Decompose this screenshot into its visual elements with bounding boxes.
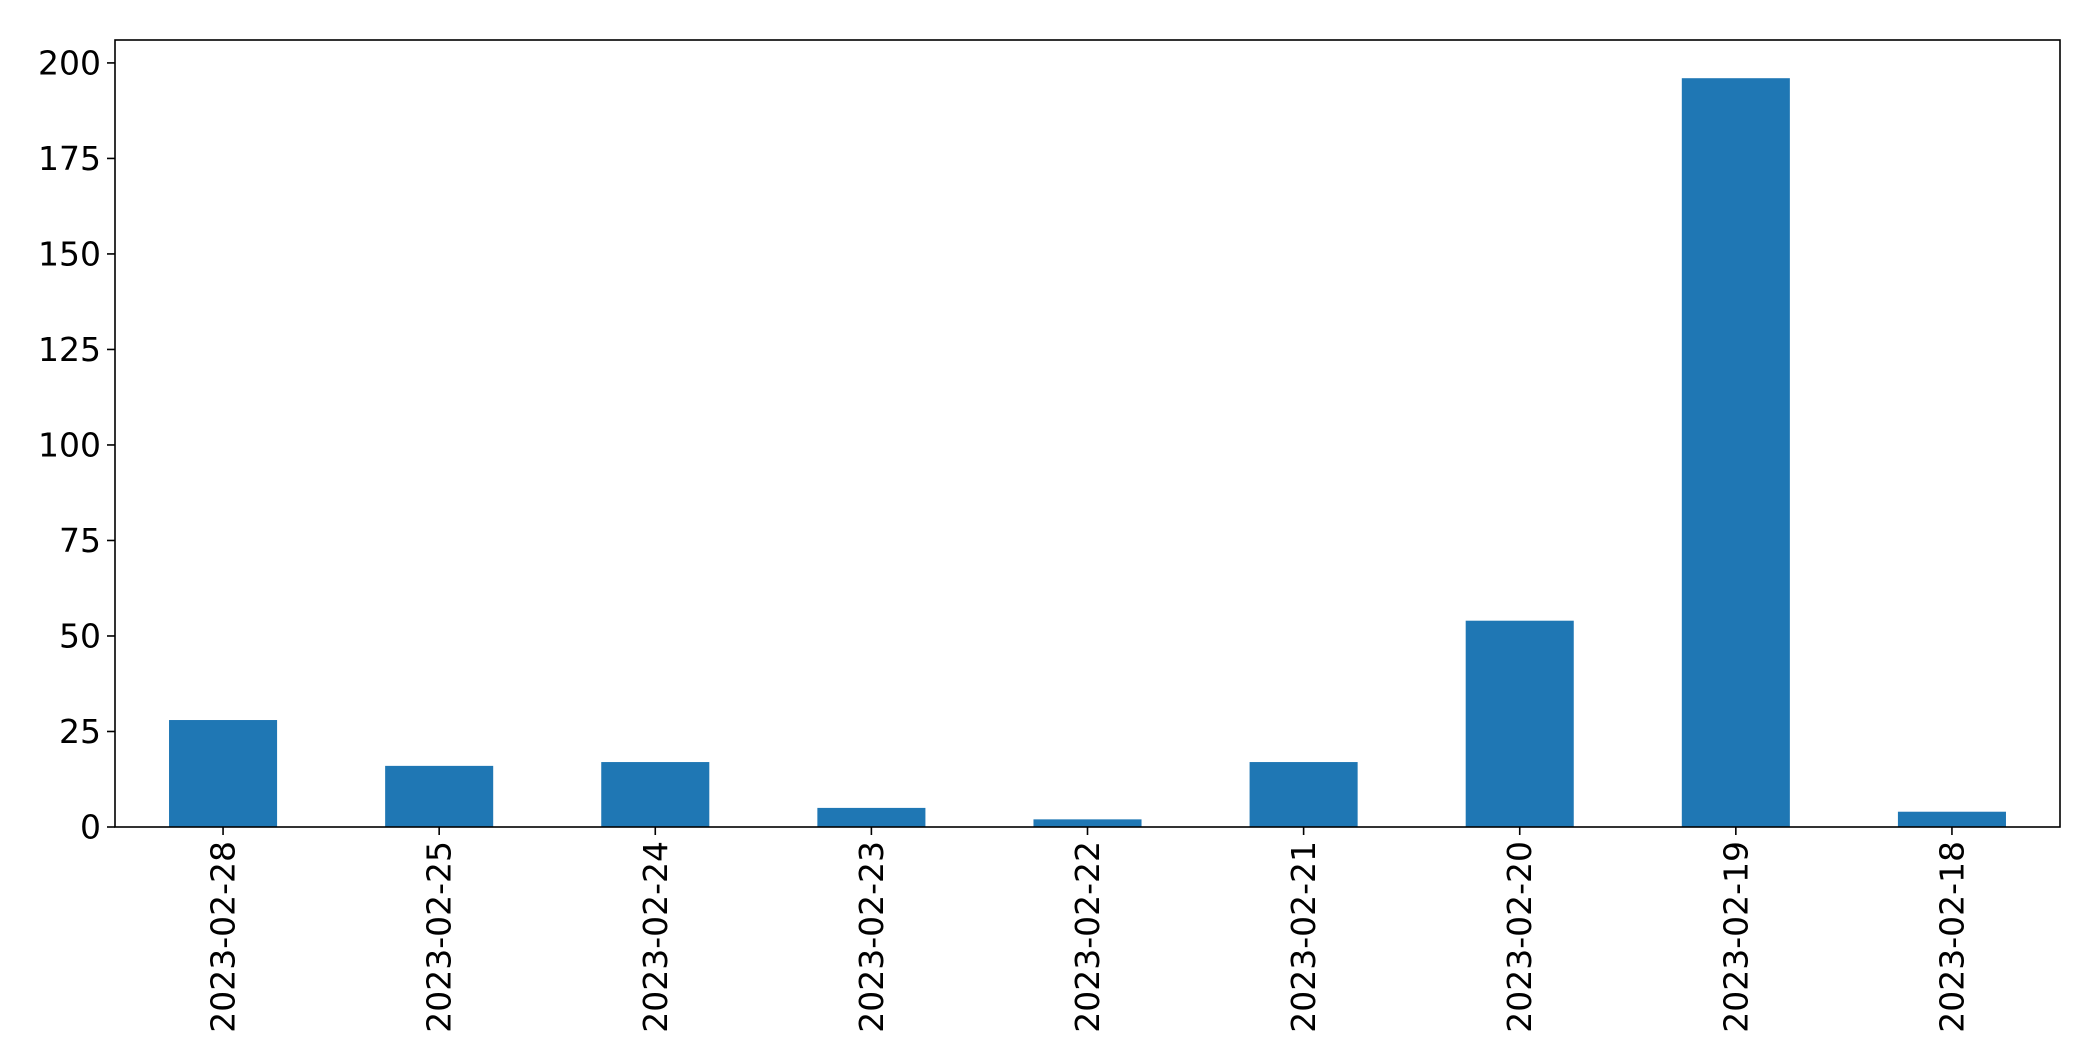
x-tick-label: 2023-02-21 <box>1284 841 1323 1033</box>
bar-2023-02-23 <box>817 807 926 827</box>
y-tick-label: 200 <box>38 43 101 82</box>
x-tick-label: 2023-02-20 <box>1500 841 1539 1033</box>
x-tick-label: 2023-02-18 <box>1932 841 1971 1033</box>
y-tick-label: 150 <box>38 234 101 273</box>
y-tick-label: 0 <box>80 808 101 847</box>
x-tick-label: 2023-02-28 <box>204 841 243 1033</box>
x-tick-label: 2023-02-24 <box>636 841 675 1033</box>
bar-2023-02-21 <box>1249 762 1358 827</box>
x-tick-label: 2023-02-22 <box>1068 841 1107 1033</box>
x-axis: 2023-02-28 2023-02-25 2023-02-24 2023-02-23… <box>204 827 1971 1033</box>
y-axis: 0 25 50 75 100 125 150 175 200 <box>38 43 115 847</box>
x-tick-label: 2023-02-25 <box>420 841 459 1033</box>
y-tick-label: 50 <box>59 616 101 655</box>
y-tick-label: 175 <box>38 139 101 178</box>
y-tick-label: 75 <box>59 521 101 560</box>
bar-2023-02-24 <box>601 762 710 827</box>
y-tick-label: 125 <box>38 330 101 369</box>
y-tick-label: 25 <box>59 712 101 751</box>
bar-2023-02-25 <box>385 765 494 827</box>
bar-2023-02-22 <box>1033 819 1142 827</box>
bars-group <box>169 78 2006 828</box>
bar-2023-02-28 <box>169 720 278 827</box>
bar-2023-02-19 <box>1681 78 1790 828</box>
x-tick-label: 2023-02-23 <box>852 841 891 1033</box>
x-tick-label: 2023-02-19 <box>1716 841 1755 1033</box>
bar-2023-02-20 <box>1465 620 1574 827</box>
y-tick-label: 100 <box>38 425 101 464</box>
bar-2023-02-18 <box>1897 811 2006 827</box>
